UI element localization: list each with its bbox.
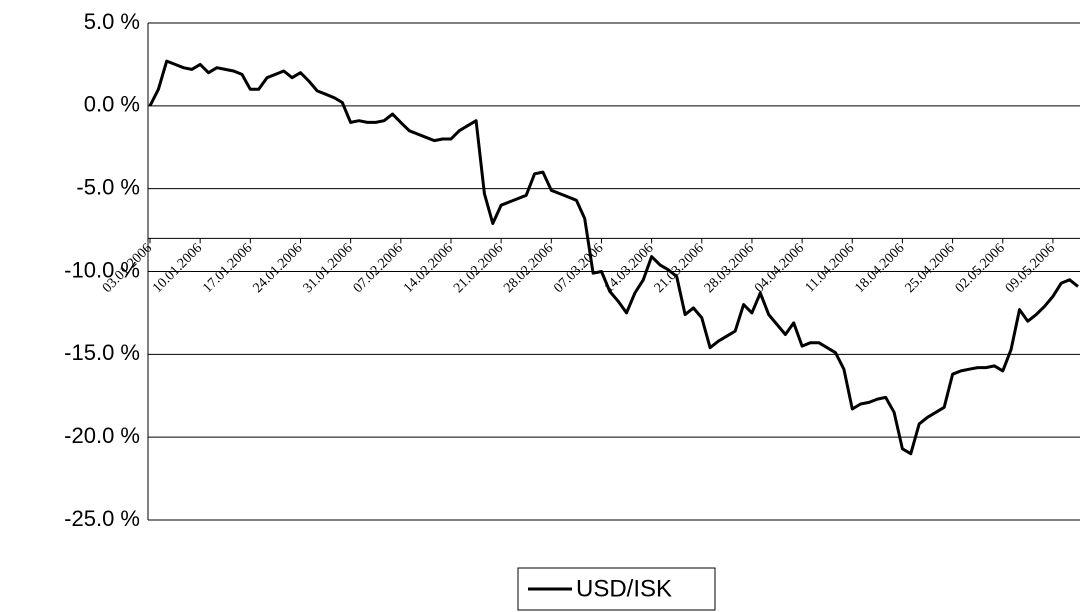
y-tick-label: -15.0 % [64,340,140,365]
y-tick-label: -25.0 % [64,506,140,531]
x-tick-label: 28.02.2006 [501,241,556,296]
x-tick-label: 07.03.2006 [551,241,606,296]
x-tick-label: 14.02.2006 [401,241,456,296]
y-tick-label: -20.0 % [64,423,140,448]
x-tick-label: 11.04.2006 [803,241,858,296]
x-tick-label: 18.04.2006 [852,241,907,296]
x-tick-label: 17.01.2006 [200,241,255,296]
x-tick-label: 28.03.2006 [702,241,757,296]
legend-label: USD/ISK [576,575,672,602]
x-tick-label: 25.04.2006 [903,241,958,296]
y-tick-label: -10.0 % [64,257,140,282]
x-tick-label: 24.01.2006 [250,241,305,296]
x-tick-label: 07.02.2006 [351,241,406,296]
y-tick-label: 5.0 % [84,9,140,34]
y-tick-label: 0.0 % [84,92,140,117]
x-tick-label: 31.01.2006 [301,241,356,296]
line-series [148,59,1079,456]
x-tick-label: 02.05.2006 [953,241,1008,296]
y-tick-label: -5.0 % [76,174,140,199]
x-tick-label: 04.04.2006 [752,241,807,296]
x-tick-label: 10.01.2006 [150,241,205,296]
legend-box [517,567,716,611]
x-tick-label: 21.02.2006 [451,241,506,296]
x-tick-label: 09.05.2006 [1003,241,1058,296]
